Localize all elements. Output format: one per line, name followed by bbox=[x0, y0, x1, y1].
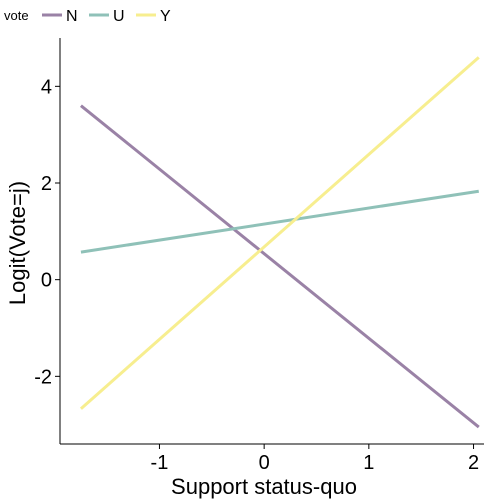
series-line-u bbox=[80, 189, 479, 254]
legend-label-n: N bbox=[66, 8, 78, 25]
series-line-n bbox=[79, 104, 480, 429]
x-tick-label: 2 bbox=[468, 452, 479, 474]
legend-label-y: Y bbox=[160, 8, 171, 25]
y-tick-label: 4 bbox=[41, 76, 52, 98]
legend: vote N U Y bbox=[4, 8, 171, 25]
legend-label-u: U bbox=[113, 8, 125, 25]
y-tick-label: 0 bbox=[41, 270, 52, 292]
x-axis-title: Support status-quo bbox=[171, 474, 357, 499]
x-tick-label: 0 bbox=[259, 452, 270, 474]
series-line-y bbox=[79, 56, 480, 410]
y-axis-title: Logit(Vote=j) bbox=[5, 181, 30, 305]
y-tick-label: 2 bbox=[41, 173, 52, 195]
x-tick-label: 1 bbox=[363, 452, 374, 474]
series-layer bbox=[79, 56, 480, 429]
y-tick-label: -2 bbox=[34, 366, 52, 388]
legend-title: vote bbox=[4, 8, 29, 23]
x-tick-label: -1 bbox=[151, 452, 169, 474]
ticks-layer: -1 0 1 2 -2 0 2 4 bbox=[34, 76, 479, 474]
